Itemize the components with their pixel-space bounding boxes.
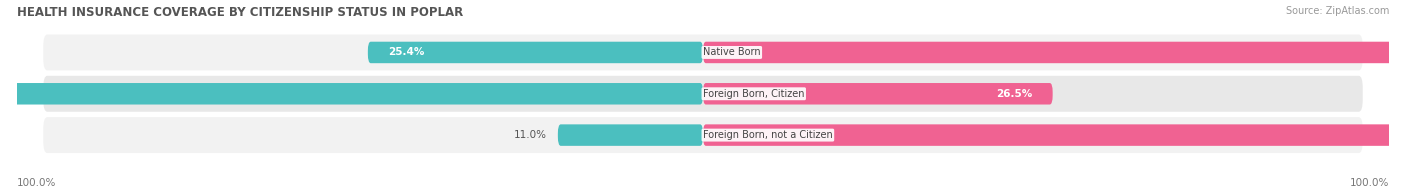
FancyBboxPatch shape (703, 83, 1053, 104)
Text: HEALTH INSURANCE COVERAGE BY CITIZENSHIP STATUS IN POPLAR: HEALTH INSURANCE COVERAGE BY CITIZENSHIP… (17, 6, 463, 19)
FancyBboxPatch shape (44, 76, 1362, 112)
FancyBboxPatch shape (368, 42, 703, 63)
Text: 25.4%: 25.4% (388, 47, 425, 57)
Text: Native Born: Native Born (703, 47, 761, 57)
Text: 100.0%: 100.0% (17, 178, 56, 188)
FancyBboxPatch shape (558, 124, 703, 146)
Text: 11.0%: 11.0% (515, 130, 547, 140)
FancyBboxPatch shape (0, 83, 703, 104)
FancyBboxPatch shape (44, 34, 1362, 70)
Text: Foreign Born, Citizen: Foreign Born, Citizen (703, 89, 804, 99)
FancyBboxPatch shape (44, 117, 1362, 153)
Text: 100.0%: 100.0% (1350, 178, 1389, 188)
Text: Foreign Born, not a Citizen: Foreign Born, not a Citizen (703, 130, 832, 140)
Text: 26.5%: 26.5% (997, 89, 1033, 99)
FancyBboxPatch shape (703, 124, 1406, 146)
FancyBboxPatch shape (703, 42, 1406, 63)
Text: Source: ZipAtlas.com: Source: ZipAtlas.com (1285, 6, 1389, 16)
